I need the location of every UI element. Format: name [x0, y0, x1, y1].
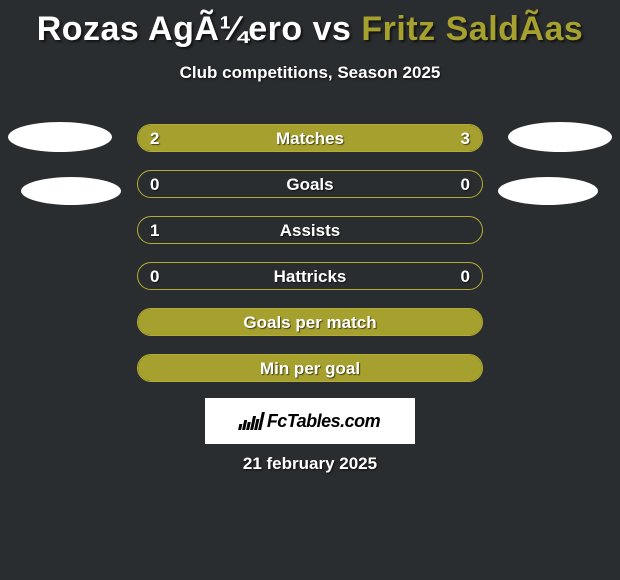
logo-text: FcTables.com	[267, 411, 380, 432]
fctables-logo: FcTables.com	[205, 398, 415, 444]
stat-label: Min per goal	[138, 355, 482, 382]
stat-row: Min per goal	[137, 354, 483, 382]
stat-row: 23Matches	[137, 124, 483, 152]
stat-label: Matches	[138, 125, 482, 152]
stat-row: 00Hattricks	[137, 262, 483, 290]
stat-label: Assists	[138, 217, 482, 244]
player1-name: Rozas AgÃ¼ero	[37, 10, 303, 48]
subtitle: Club competitions, Season 2025	[0, 63, 620, 83]
stat-label: Goals	[138, 171, 482, 198]
placeholder-oval	[508, 122, 612, 152]
page-title: Rozas AgÃ¼ero vs Fritz SaldÃ­as	[0, 0, 620, 49]
bars-icon	[238, 412, 265, 430]
placeholder-oval	[498, 177, 598, 205]
stat-label: Goals per match	[138, 309, 482, 336]
date-label: 21 february 2025	[0, 454, 620, 474]
stat-row: Goals per match	[137, 308, 483, 336]
stat-row: 1Assists	[137, 216, 483, 244]
stat-label: Hattricks	[138, 263, 482, 290]
placeholder-oval	[8, 122, 112, 152]
stat-row: 00Goals	[137, 170, 483, 198]
player2-name: Fritz SaldÃ­as	[361, 10, 583, 48]
stats-container: 23Matches 00Goals 1Assists 00Hattricks Goals…	[137, 124, 483, 400]
vs-word: vs	[313, 10, 352, 48]
placeholder-oval	[21, 177, 121, 205]
